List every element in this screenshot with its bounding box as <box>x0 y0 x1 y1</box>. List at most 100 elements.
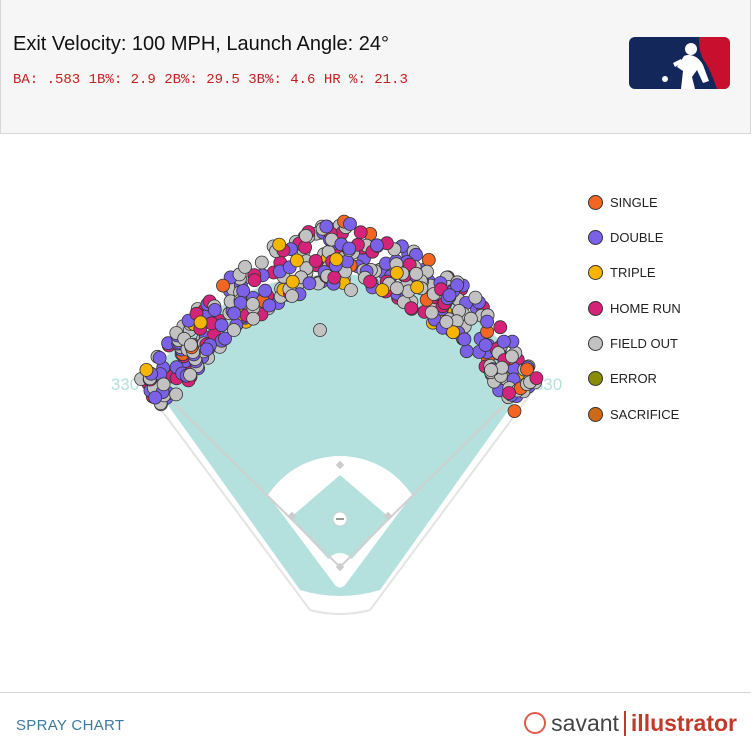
batted-ball-point <box>218 331 232 346</box>
batted-ball-point <box>450 278 465 293</box>
batted-ball-point <box>409 266 424 281</box>
batted-ball-point <box>353 225 368 240</box>
batted-ball-point <box>504 349 519 364</box>
batted-ball-point <box>375 283 390 298</box>
home-plate <box>335 562 345 572</box>
batted-ball-point <box>285 274 300 289</box>
brand-savant: savant <box>551 709 619 736</box>
batted-ball-point <box>502 386 516 400</box>
batted-ball-point <box>254 255 269 270</box>
batted-ball-point <box>329 252 344 267</box>
legend-marker-error <box>588 370 603 386</box>
batted-ball-point <box>227 306 242 321</box>
legend-item-error: ERROR <box>588 368 657 388</box>
first-base <box>383 511 393 521</box>
legend-label-double: DOUBLE <box>610 229 664 245</box>
chart-title: Exit Velocity: 100 MPH, Launch Angle: 24… <box>13 33 389 55</box>
batted-ball-point <box>285 289 299 303</box>
chart-header: Exit Velocity: 100 MPH, Launch Angle: 24… <box>0 0 751 134</box>
legend-marker-triple <box>588 264 603 280</box>
legend-item-field-out: FIELD OUT <box>588 333 678 353</box>
batted-ball-point <box>442 288 457 303</box>
batted-ball-point <box>302 276 317 291</box>
batted-ball-point <box>148 390 163 405</box>
batted-ball-point <box>183 367 198 382</box>
batted-ball-point <box>363 274 378 289</box>
legend-marker-sacrifice <box>588 406 603 422</box>
batted-ball-point <box>493 320 508 335</box>
legend-label-triple: TRIPLE <box>610 264 656 280</box>
batted-ball-point <box>169 387 184 402</box>
batted-ball-point <box>207 302 222 317</box>
legend-item-sacrifice: SACRIFICE <box>588 404 679 424</box>
batted-ball-point <box>308 253 323 268</box>
distance-label-left: 330 <box>111 375 139 394</box>
right-foul-line <box>339 379 531 568</box>
batted-ball-point <box>199 342 214 357</box>
batted-ball-point <box>424 305 439 320</box>
batted-ball-point <box>289 253 304 268</box>
batted-ball-point <box>156 377 171 392</box>
field-grass <box>150 275 530 596</box>
batted-ball-point <box>480 314 495 329</box>
second-base <box>335 460 345 470</box>
batted-ball-point <box>342 241 357 256</box>
batted-ball-point <box>238 259 252 274</box>
batted-ball-point <box>298 228 313 243</box>
batted-ball-point <box>468 290 483 305</box>
chart-footer: SPRAY CHART savant illustrator <box>0 692 751 751</box>
batted-ball-point <box>507 404 522 419</box>
legend-label-error: ERROR <box>610 370 657 386</box>
batted-ball-point <box>410 280 425 295</box>
footer-label: SPRAY CHART <box>16 717 125 734</box>
batted-ball-point <box>245 297 260 311</box>
legend-label-sacrifice: SACRIFICE <box>610 406 680 422</box>
batted-ball-point <box>439 314 454 329</box>
legend-marker-single <box>588 194 603 210</box>
batted-ball-point <box>389 281 404 296</box>
batted-ball-point <box>404 301 419 316</box>
brand-divider <box>623 710 626 736</box>
batted-ball-point <box>459 344 474 359</box>
batted-ball-point <box>272 237 287 252</box>
batted-ball-point <box>319 219 334 234</box>
legend-item-single: SINGLE <box>588 192 658 212</box>
batted-ball-point <box>227 323 241 337</box>
legend-marker-double <box>588 229 603 245</box>
batted-ball-point <box>258 283 273 298</box>
chart-stats: BA: .583 1B%: 2.9 2B%: 29.5 3B%: 4.6 HR … <box>13 72 408 88</box>
baseball-icon <box>524 712 547 734</box>
batted-ball-point <box>247 273 262 288</box>
legend-item-home-run: HOME RUN <box>588 298 681 318</box>
batted-ball-point <box>457 332 472 347</box>
batted-ball-point <box>236 283 251 298</box>
batted-ball-point <box>520 362 534 377</box>
left-foul-line <box>149 379 341 568</box>
legend-label-field-out: FIELD OUT <box>610 335 678 351</box>
legend-label-home-run: HOME RUN <box>610 300 681 316</box>
batted-ball-point <box>183 337 198 352</box>
batted-ball-point <box>216 278 230 293</box>
batted-ball-point <box>262 298 277 313</box>
legend-item-double: DOUBLE <box>588 227 663 247</box>
batted-ball-point <box>369 238 384 253</box>
savant-illustrator-brand: savant illustrator <box>524 708 737 738</box>
batted-ball-point <box>313 323 327 337</box>
spray-chart: 330 330 <box>111 214 562 615</box>
legend-marker-field-out <box>588 335 603 351</box>
batted-ball-point <box>246 311 261 326</box>
batted-ball-point <box>327 270 342 285</box>
batted-ball-point <box>529 371 544 386</box>
batted-ball-point <box>463 311 478 326</box>
batted-ball-point <box>389 265 404 280</box>
batted-ball-point <box>139 362 154 377</box>
mlb-logo-icon <box>629 37 730 89</box>
batted-ball-point <box>298 240 313 255</box>
ballpark: 330 330 <box>111 273 562 615</box>
batted-ball-point <box>193 315 208 330</box>
brand-illustrator: illustrator <box>630 709 737 736</box>
legend-item-triple: TRIPLE <box>588 262 656 282</box>
pitchers-rubber <box>336 518 344 520</box>
batted-ball-point <box>214 318 229 333</box>
batted-ball-point <box>496 334 511 349</box>
